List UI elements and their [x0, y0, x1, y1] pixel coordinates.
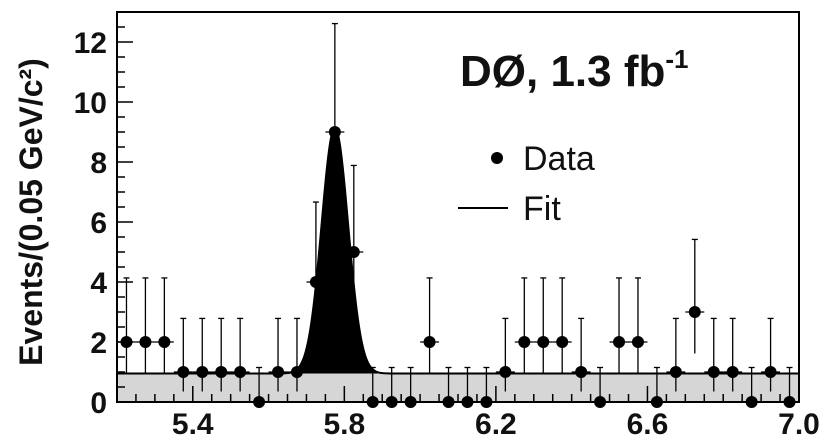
data-point [139, 336, 152, 348]
y-tick-label: 4 [90, 267, 107, 300]
data-point [575, 366, 588, 378]
data-point [613, 336, 626, 348]
y-tick-label: 12 [74, 27, 107, 60]
data-point [177, 366, 190, 378]
data-point [328, 126, 341, 138]
data-point [669, 366, 682, 378]
y-axis: 0 2 4 6 8 10 12 [74, 26, 133, 420]
data-point [215, 366, 228, 378]
data-point [537, 336, 550, 348]
data-point [764, 366, 777, 378]
annotation-label: DØ, 1.3 fb [460, 47, 665, 96]
data-point [707, 366, 720, 378]
data-point [726, 366, 739, 378]
data-point [234, 366, 247, 378]
legend-data-marker [491, 152, 503, 164]
y-tick-label: 2 [90, 327, 107, 360]
experiment-annotation: DØ, 1.3 fb-1 [460, 44, 689, 96]
x-tick-label: 5.4 [172, 408, 214, 441]
x-tick-label: 5.8 [323, 408, 365, 441]
data-point [158, 336, 171, 348]
data-point [290, 366, 303, 378]
x-tick-label: 7.0 [778, 408, 820, 441]
y-tick-label: 10 [74, 87, 107, 120]
data-point [631, 336, 644, 348]
data-point [518, 336, 531, 348]
data-point [556, 336, 569, 348]
data-error-bars [117, 22, 799, 403]
legend: Data Fit [458, 140, 595, 228]
legend-data-label: Data [523, 140, 595, 178]
y-axis-label: Events/(0.05 GeV/c²) [13, 58, 49, 366]
y-tick-label: 0 [90, 387, 107, 420]
annotation-superscript: -1 [665, 44, 688, 74]
data-point [196, 366, 209, 378]
legend-fit-label: Fit [523, 190, 561, 228]
data-point [688, 306, 701, 318]
data-point [347, 246, 360, 258]
y-tick-label: 8 [90, 147, 107, 180]
data-point [309, 276, 322, 288]
data-point [272, 366, 285, 378]
data-point [499, 366, 512, 378]
fit-line [117, 126, 799, 375]
data-point [423, 336, 436, 348]
x-axis: 5.4 5.8 6.2 6.6 7.0 [116, 386, 820, 441]
plot-area [117, 126, 799, 402]
x-tick-label: 6.6 [627, 408, 669, 441]
y-tick-label: 6 [90, 207, 107, 240]
fit-signal-peak [268, 127, 402, 374]
x-tick-label: 6.2 [475, 408, 517, 441]
